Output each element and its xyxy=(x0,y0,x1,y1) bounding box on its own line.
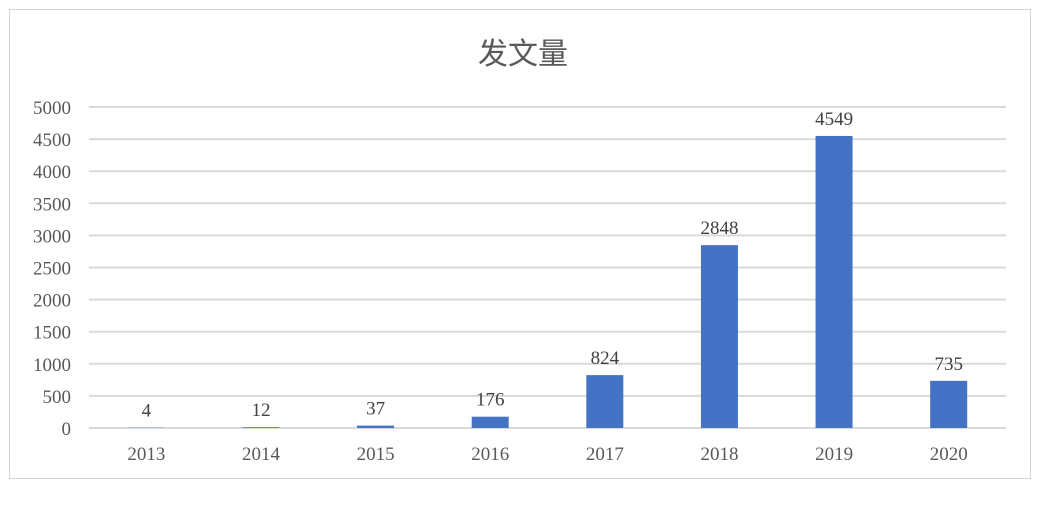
chart-frame xyxy=(9,9,1031,479)
y-tick-label: 1000 xyxy=(33,355,71,376)
bar-2014 xyxy=(242,427,280,428)
x-tick-label-2019: 2019 xyxy=(815,444,853,465)
y-tick-label: 3500 xyxy=(33,194,71,215)
data-label-2020: 735 xyxy=(934,354,963,375)
bars xyxy=(127,135,968,428)
bar-2018 xyxy=(700,245,738,428)
bar-2015 xyxy=(357,425,395,428)
data-label-2015: 37 xyxy=(366,399,385,420)
y-tick-label: 3000 xyxy=(33,226,71,247)
data-label-2014: 12 xyxy=(251,400,270,421)
y-tick-label: 2500 xyxy=(33,259,71,280)
x-tick-label-2016: 2016 xyxy=(471,444,509,465)
y-tick-label: 500 xyxy=(43,387,72,408)
y-tick-label: 0 xyxy=(62,419,72,440)
y-tick-label: 5000 xyxy=(33,98,71,119)
data-label-2016: 176 xyxy=(476,390,505,411)
data-label-2013: 4 xyxy=(142,401,152,422)
x-axis-tick-labels: 2013 2014 2015 2016 2017 2018 2019 2020 xyxy=(127,444,967,465)
bar-2020 xyxy=(930,380,968,428)
x-tick-label-2017: 2017 xyxy=(586,444,624,465)
y-tick-label: 1500 xyxy=(33,323,71,344)
data-labels: 4 12 37 176 824 2848 4549 735 xyxy=(142,109,963,422)
x-tick-label-2013: 2013 xyxy=(127,444,165,465)
bar-2016 xyxy=(471,416,509,428)
y-tick-label: 2000 xyxy=(33,291,71,312)
x-tick-label-2020: 2020 xyxy=(930,444,968,465)
y-tick-label: 4000 xyxy=(33,162,71,183)
chart-title: 发文量 xyxy=(478,37,568,72)
data-label-2019: 4549 xyxy=(815,109,853,130)
x-tick-label-2015: 2015 xyxy=(357,444,395,465)
x-tick-label-2014: 2014 xyxy=(242,444,281,465)
y-gridlines xyxy=(89,106,1006,429)
bar-2017 xyxy=(586,375,624,428)
bar-2019 xyxy=(815,135,853,428)
data-label-2018: 2848 xyxy=(700,218,738,239)
y-tick-label: 4500 xyxy=(33,130,71,151)
x-tick-label-2018: 2018 xyxy=(700,444,738,465)
y-axis-tick-labels: 0 500 1000 1500 2000 2500 3000 3500 4000 4500 5000 xyxy=(33,98,71,440)
data-label-2017: 824 xyxy=(591,348,620,369)
